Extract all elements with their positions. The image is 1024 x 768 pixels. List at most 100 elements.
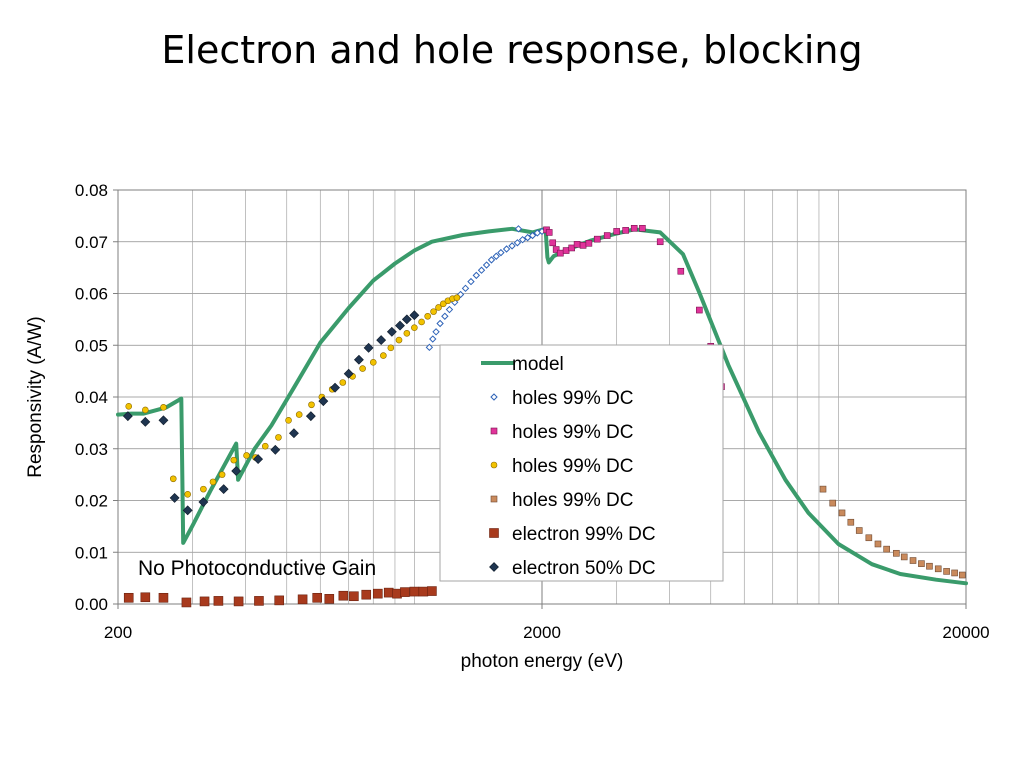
data-point bbox=[696, 306, 703, 314]
data-point bbox=[523, 233, 532, 242]
data-point bbox=[909, 557, 917, 564]
data-point bbox=[199, 596, 210, 607]
data-point bbox=[123, 592, 134, 603]
y-tick-label: 0.01 bbox=[75, 543, 108, 562]
data-point bbox=[513, 239, 522, 247]
data-point bbox=[198, 497, 209, 507]
series-1 bbox=[425, 225, 546, 352]
data-point bbox=[409, 310, 420, 321]
data-point bbox=[829, 499, 837, 507]
data-point bbox=[418, 318, 425, 326]
data-point bbox=[395, 336, 403, 344]
model-line bbox=[116, 226, 968, 586]
data-point bbox=[184, 490, 191, 498]
data-point bbox=[622, 227, 629, 234]
data-point bbox=[200, 485, 207, 493]
data-point bbox=[376, 335, 387, 345]
legend: model holes 99% DC holes 99% DC holes 99% D… bbox=[439, 344, 724, 582]
legend-label: holes 99% DC bbox=[512, 388, 633, 409]
data-point bbox=[502, 245, 511, 253]
data-point bbox=[363, 342, 374, 353]
data-point bbox=[557, 249, 564, 257]
data-point bbox=[297, 594, 308, 605]
data-point bbox=[545, 229, 553, 236]
y-tick-label: 0.07 bbox=[75, 233, 108, 252]
data-point bbox=[477, 266, 486, 274]
data-point bbox=[482, 261, 491, 269]
data-point bbox=[424, 312, 431, 320]
data-point bbox=[819, 485, 827, 493]
data-point bbox=[380, 352, 387, 359]
data-point bbox=[312, 592, 323, 603]
data-point bbox=[958, 571, 966, 579]
data-point bbox=[951, 569, 958, 577]
data-point bbox=[361, 589, 372, 600]
data-point bbox=[562, 247, 570, 254]
data-point bbox=[142, 406, 149, 414]
data-point bbox=[568, 244, 575, 252]
data-point bbox=[613, 228, 620, 235]
x-tick-label: 2000 bbox=[523, 623, 561, 642]
legend-box bbox=[439, 344, 724, 582]
data-point bbox=[338, 590, 349, 601]
data-point bbox=[218, 471, 226, 478]
data-point bbox=[233, 596, 244, 607]
data-point bbox=[305, 411, 316, 422]
data-point bbox=[518, 235, 527, 244]
slide-title: Electron and hole response, blocking bbox=[161, 28, 863, 72]
data-point bbox=[838, 509, 846, 517]
data-point bbox=[231, 466, 242, 476]
legend-label: electron 99% DC bbox=[512, 524, 656, 545]
series-layer bbox=[116, 224, 968, 608]
data-point bbox=[552, 246, 560, 253]
data-point bbox=[353, 354, 364, 365]
y-axis-label: Responsivity (A/W) bbox=[25, 316, 46, 478]
data-point bbox=[453, 294, 461, 301]
y-tick-label: 0.02 bbox=[75, 492, 108, 511]
y-tick-label: 0.00 bbox=[75, 595, 108, 614]
data-point bbox=[261, 442, 269, 450]
data-point bbox=[435, 304, 442, 311]
data-point bbox=[585, 240, 593, 247]
data-point bbox=[874, 540, 882, 548]
data-point bbox=[169, 475, 177, 483]
data-point bbox=[403, 330, 411, 337]
legend-label: electron 50% DC bbox=[512, 558, 656, 579]
data-point bbox=[855, 527, 863, 534]
data-point bbox=[865, 534, 873, 542]
series-0 bbox=[116, 226, 968, 586]
data-point bbox=[308, 401, 315, 409]
data-point bbox=[943, 568, 950, 575]
x-tick-label: 20000 bbox=[942, 623, 989, 642]
data-point bbox=[349, 591, 359, 602]
data-point bbox=[270, 444, 281, 455]
data-point bbox=[182, 505, 193, 516]
legend-swatch bbox=[490, 461, 498, 469]
data-point bbox=[243, 452, 250, 459]
data-point bbox=[934, 565, 942, 573]
y-tick-label: 0.06 bbox=[75, 285, 108, 304]
data-point bbox=[425, 343, 434, 352]
data-point bbox=[158, 592, 169, 603]
data-point bbox=[926, 562, 933, 570]
data-point bbox=[508, 242, 516, 250]
data-point bbox=[140, 416, 151, 427]
data-point bbox=[401, 314, 412, 325]
data-point bbox=[487, 256, 496, 264]
data-point bbox=[918, 560, 925, 567]
data-point bbox=[409, 586, 420, 597]
data-point bbox=[893, 549, 900, 557]
data-point bbox=[330, 382, 340, 393]
data-point bbox=[253, 454, 264, 465]
data-point bbox=[122, 411, 133, 422]
legend-label: holes 99% DC bbox=[512, 456, 633, 477]
data-point bbox=[441, 312, 449, 320]
data-point bbox=[573, 241, 581, 248]
data-point bbox=[549, 239, 557, 247]
data-point bbox=[285, 416, 292, 424]
data-point bbox=[218, 484, 229, 495]
data-point bbox=[369, 359, 377, 366]
data-point bbox=[461, 284, 470, 293]
data-point bbox=[579, 242, 587, 249]
